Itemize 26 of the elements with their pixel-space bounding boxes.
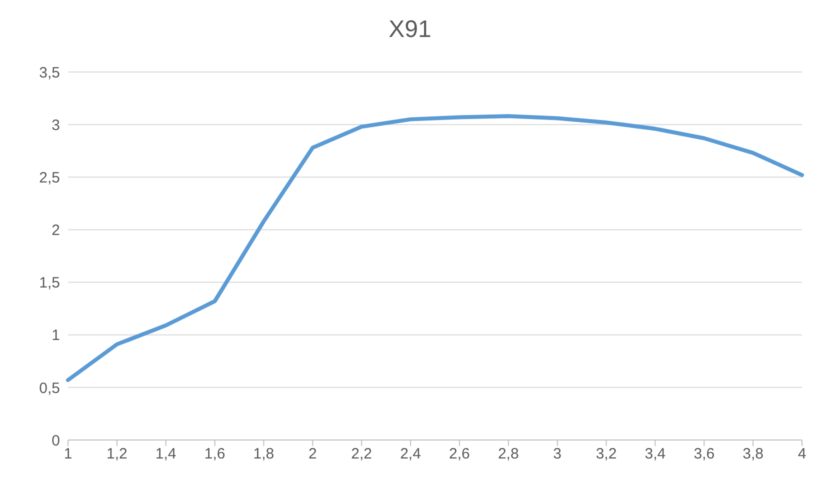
- y-tick-label: 1: [52, 327, 60, 344]
- y-tick-label: 0,5: [39, 380, 60, 397]
- x-tick-label: 1: [64, 446, 72, 463]
- x-tick-label: 1,6: [204, 446, 226, 463]
- y-tick-label: 0: [52, 432, 60, 450]
- y-tick-label: 3: [52, 116, 60, 134]
- x-tick-label: 1,2: [106, 446, 128, 463]
- x-tick-label: 3,6: [694, 446, 715, 463]
- y-tick-label: 2,5: [39, 169, 60, 186]
- x-tick-label: 3,8: [742, 446, 764, 463]
- x-tick-label: 3,2: [596, 446, 617, 463]
- y-tick-label: 3,5: [39, 64, 60, 82]
- x-tick-label: 2,6: [449, 446, 470, 463]
- x-tick-label: 1,4: [155, 446, 176, 463]
- x-tick-label: 3,4: [644, 446, 666, 463]
- x-tick-label: 2,8: [498, 446, 519, 463]
- x-tick-label: 3: [553, 446, 562, 463]
- x-tick-label: 2,4: [400, 446, 421, 463]
- y-tick-label: 2: [52, 222, 60, 240]
- line-series: [66, 114, 804, 382]
- x-tick-label: 1,8: [253, 446, 274, 463]
- chart-title: X91: [388, 15, 432, 45]
- x-tick-label: 4: [798, 446, 806, 463]
- x-tick-label: 2,2: [351, 446, 372, 463]
- x-tick-label: 2: [308, 446, 317, 463]
- y-tick-label: 1,5: [39, 274, 60, 292]
